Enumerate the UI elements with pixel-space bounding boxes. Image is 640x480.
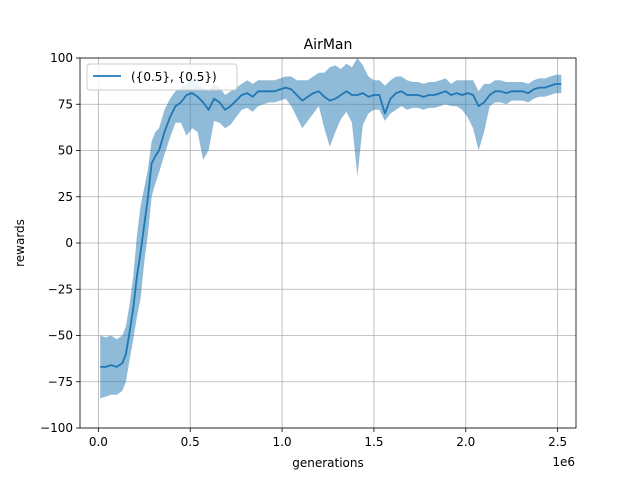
legend: ({0.5}, {0.5}) [86,63,238,91]
x-tick-label: 0.5 [181,435,200,449]
series-mean-line [100,83,562,368]
y-tick-label: 25 [58,190,73,204]
y-tick-label: 0 [65,236,73,250]
y-tick-label: −25 [48,282,73,296]
x-tick-label: 2.5 [548,435,567,449]
legend-box [86,63,238,91]
y-axis-label: rewards [13,219,27,267]
x-axis-label: generations [292,456,364,470]
legend-entry-label: ({0.5}, {0.5}) [131,70,217,84]
y-tick-label: 50 [58,144,73,158]
y-tick-label: −75 [48,375,73,389]
x-tick-label: 1.0 [273,435,292,449]
y-tick-label: 100 [50,51,73,65]
y-axis-ticks: −100 −75 −50 −25 0 25 50 75 100 [40,51,80,435]
y-tick-label: 75 [58,97,73,111]
y-tick-label: −50 [48,329,73,343]
x-tick-label: 2.0 [456,435,475,449]
y-tick-label: −100 [40,421,73,435]
x-tick-label: 1.5 [364,435,383,449]
x-axis-offset-label: 1e6 [552,455,575,469]
x-tick-label: 0.0 [89,435,108,449]
chart-title: AirMan [304,37,353,53]
mean-line-layer [100,83,562,368]
x-axis-ticks: 0.0 0.5 1.0 1.5 2.0 2.5 [89,428,567,449]
